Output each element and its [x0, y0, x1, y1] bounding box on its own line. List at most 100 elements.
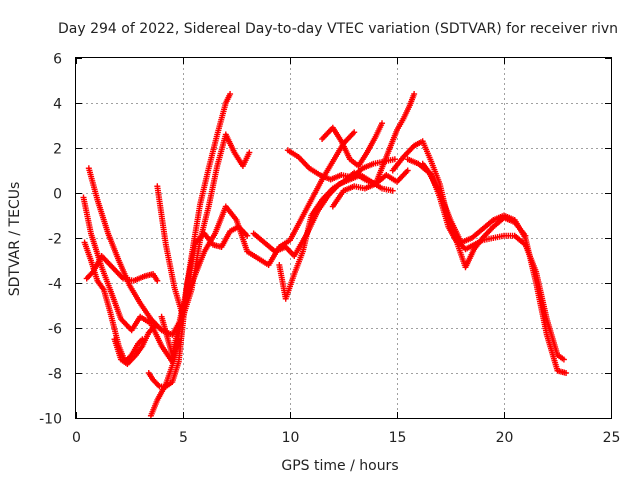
data-point-trail: [522, 237, 539, 284]
data-point-trail: [320, 126, 335, 141]
data-point-trail: [401, 104, 412, 120]
data-point: [152, 322, 159, 329]
data-point-trail: [384, 128, 400, 159]
data-point-trail: [188, 203, 203, 257]
data-point-trail: [86, 167, 100, 201]
data-point-trail: [373, 155, 389, 186]
data-point-trail: [318, 172, 332, 182]
data-point-trail: [110, 265, 125, 281]
y-tick-label: -10: [39, 412, 62, 428]
data-point-trail: [406, 157, 420, 166]
data-point-trail: [129, 315, 143, 332]
data-point-trail: [448, 218, 464, 244]
data-point-trail: [138, 302, 153, 321]
data-point: [563, 370, 570, 376]
data-point-trail: [544, 333, 560, 372]
data-point-trail: [480, 225, 495, 240]
data-point-trail: [169, 304, 186, 356]
data-point-trail: [292, 250, 306, 275]
x-tick-label: 5: [179, 430, 188, 446]
axis-ticks: 0 5 10 15 20 25 -10 -8 -6 -4 -2 0 2 4 6: [39, 52, 620, 447]
plot-frame: [75, 57, 612, 419]
data-point-trail: [492, 233, 505, 241]
grid-lines: [76, 58, 611, 418]
data-point-trail: [331, 179, 345, 191]
data-point-trail: [373, 122, 385, 138]
series-arc-13: [329, 91, 418, 210]
data-point-trail: [341, 130, 356, 146]
series-arc-14: [319, 120, 386, 169]
data-point: [351, 129, 358, 136]
data-point-trail: [350, 166, 365, 179]
data-point: [411, 91, 418, 97]
data-point-trail: [330, 142, 346, 163]
x-tick-label: 20: [496, 430, 514, 446]
data-point: [522, 232, 529, 239]
data-point-trail: [163, 243, 178, 289]
data-point-trail: [296, 155, 311, 170]
data-point-trail: [429, 174, 443, 199]
data-point-trail: [470, 227, 485, 240]
data-point-trail: [533, 282, 550, 336]
data-point-trail: [100, 254, 115, 269]
data-point-trail: [159, 315, 175, 356]
data-point-trail: [146, 371, 155, 382]
data-point-trail: [132, 274, 146, 283]
data-point-trail: [219, 230, 233, 249]
data-point-trail: [214, 102, 229, 136]
data-point-trail: [446, 225, 459, 244]
data-point: [227, 91, 234, 97]
data-point-trail: [262, 240, 277, 254]
data-point: [246, 149, 253, 156]
x-tick-label: 15: [389, 430, 407, 446]
data-point-trail: [169, 360, 182, 383]
data-point: [154, 277, 161, 284]
data-point-trail: [163, 358, 177, 386]
x-tick-label: 25: [603, 430, 621, 446]
data-point-trail: [155, 383, 168, 402]
data-point-trail: [223, 133, 237, 154]
data-point-trail: [154, 185, 169, 246]
data-point-trail: [286, 148, 300, 159]
x-tick-label: 0: [72, 430, 81, 446]
data-point-trail: [502, 215, 516, 225]
y-tick-label: -8: [48, 367, 62, 383]
data-point-trail: [364, 135, 378, 154]
data-point-trail: [105, 232, 122, 262]
series-arc-16: [404, 156, 570, 376]
data-point-trail: [180, 277, 196, 307]
data-point-trail: [287, 218, 303, 242]
series-arc-4: [83, 253, 161, 284]
data-point-trail: [127, 284, 143, 305]
data-point-trail: [407, 92, 417, 107]
x-tick-label: 10: [282, 430, 300, 446]
y-tick-label: 0: [53, 187, 62, 203]
series-arc-5: [111, 322, 159, 367]
data-point-trail: [339, 140, 353, 161]
chart-title: Day 294 of 2022, Sidereal Day-to-day VTE…: [58, 21, 618, 37]
data-point: [560, 356, 567, 363]
y-tick-label: 2: [53, 142, 62, 158]
data-point-trail: [481, 218, 495, 231]
data-points: [80, 91, 570, 419]
data-point-trail: [361, 161, 375, 171]
data-point-trail: [454, 241, 468, 269]
data-point-trail: [234, 218, 250, 253]
data-point-trail: [99, 266, 113, 291]
data-point-trail: [513, 220, 528, 238]
y-tick-label: -6: [48, 322, 62, 338]
series-arc-9: [158, 129, 358, 358]
data-point-trail: [459, 235, 474, 245]
data-point-trail: [491, 216, 506, 229]
data-point-trail: [464, 242, 476, 252]
y-tick-label: 4: [53, 97, 62, 113]
data-point: [404, 167, 411, 174]
data-point-trail: [202, 232, 218, 253]
data-point-trail: [356, 151, 369, 168]
data-point-trail: [463, 248, 477, 269]
data-point-trail: [206, 133, 220, 170]
y-tick-label: 6: [53, 52, 62, 68]
data-point-trail: [140, 331, 151, 348]
data-point-trail: [133, 344, 145, 357]
data-point-trail: [342, 184, 356, 193]
